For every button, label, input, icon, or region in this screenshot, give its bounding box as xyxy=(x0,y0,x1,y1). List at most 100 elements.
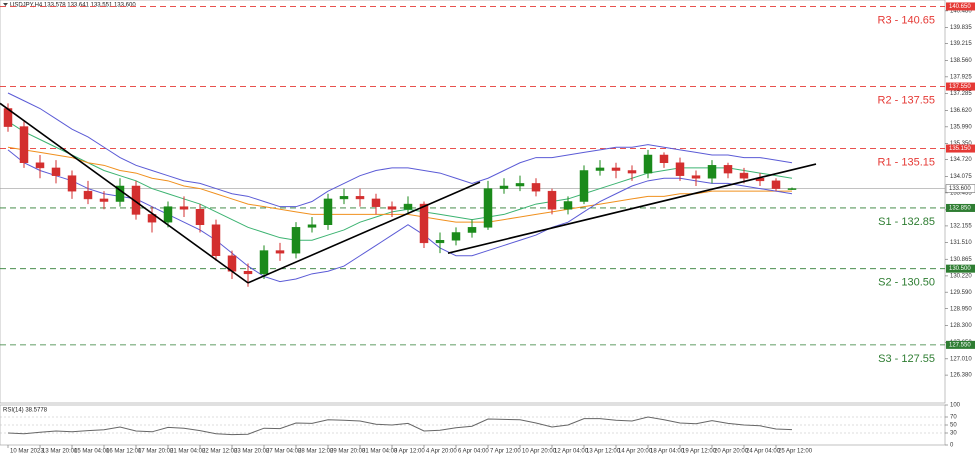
x-tick-label: 13 Mar 20:00 xyxy=(42,449,78,455)
level-axis-label: 130.500 xyxy=(949,266,971,272)
y-tick-label: 128.950 xyxy=(950,306,972,312)
chart-title: USDJPY,H4 133.578 133.641 133.551 133.60… xyxy=(10,3,136,9)
level-axis-box xyxy=(946,82,975,91)
candle-body xyxy=(323,198,333,226)
candle-body xyxy=(579,170,589,202)
level-label: S1 - 132.85 xyxy=(878,216,935,228)
candle-body xyxy=(467,227,477,233)
level-axis-label: 135.150 xyxy=(949,146,971,152)
level-label: R3 - 140.65 xyxy=(878,14,935,26)
candle-body xyxy=(355,196,365,200)
candle-body xyxy=(531,183,541,192)
level-label: S2 - 130.50 xyxy=(878,277,935,289)
y-tick-label: 129.590 xyxy=(950,290,972,296)
candle-body xyxy=(787,188,797,190)
candle-body xyxy=(499,185,509,189)
indicator-line xyxy=(7,120,793,241)
x-tick-label: 15 Mar 04:00 xyxy=(74,449,110,455)
y-tick-label: 139.215 xyxy=(950,41,972,47)
rsi-tick-label: 50 xyxy=(950,423,957,429)
candle-body xyxy=(515,183,525,187)
x-tick-label: 3 Apr 12:00 xyxy=(394,449,425,455)
x-tick-label: 18 Apr 04:00 xyxy=(650,449,685,455)
candle-body xyxy=(307,224,317,228)
rsi-tick-label: 30 xyxy=(950,431,957,437)
candle-body xyxy=(275,250,285,254)
level-axis-box xyxy=(946,264,975,273)
candle-body xyxy=(595,167,605,171)
rsi-tick-label: 70 xyxy=(950,415,957,421)
x-tick-label: 20 Apr 20:00 xyxy=(714,449,749,455)
candle-body xyxy=(339,196,349,200)
rsi-line xyxy=(7,416,793,436)
x-tick-label: 31 Mar 04:00 xyxy=(362,449,398,455)
candle-body xyxy=(67,175,77,192)
candle-body xyxy=(99,198,109,202)
candle-body xyxy=(51,167,61,176)
candle-body xyxy=(451,232,461,241)
rsi-tick-label: 100 xyxy=(950,403,961,409)
candle-body xyxy=(435,240,445,244)
candle-body xyxy=(563,201,573,210)
candle-body xyxy=(659,154,669,163)
candle-body xyxy=(723,165,733,174)
y-tick-label: 132.155 xyxy=(950,223,972,229)
x-tick-label: 10 Mar 2023 xyxy=(10,449,44,455)
level-axis-label: 132.850 xyxy=(949,206,971,212)
x-tick-label: 23 Mar 20:00 xyxy=(234,449,270,455)
candle-body xyxy=(771,180,781,189)
y-tick-label: 135.350 xyxy=(950,141,972,147)
candle-body xyxy=(707,165,717,179)
x-tick-label: 19 Apr 12:00 xyxy=(682,449,717,455)
level-axis-box xyxy=(946,340,975,349)
candle-body xyxy=(243,271,253,275)
level-axis-label: 137.550 xyxy=(949,84,971,90)
candle-body xyxy=(259,250,269,275)
candle-body xyxy=(291,227,301,254)
last-price-label: 133.600 xyxy=(949,186,971,192)
level-axis-box xyxy=(946,203,975,212)
indicator-line xyxy=(7,92,793,208)
y-tick-label: 134.720 xyxy=(950,157,972,163)
candle-body xyxy=(211,224,221,256)
level-label: R1 - 135.15 xyxy=(878,156,935,168)
y-tick-label: 126.380 xyxy=(950,373,972,379)
candle-body xyxy=(163,206,173,223)
y-tick-label: 128.300 xyxy=(950,323,972,329)
x-tick-label: 22 Mar 12:00 xyxy=(202,449,238,455)
candle-body xyxy=(371,198,381,207)
level-axis-box xyxy=(946,2,975,11)
candle-body xyxy=(131,185,141,215)
candle-body xyxy=(691,175,701,179)
y-tick-label: 138.560 xyxy=(950,58,972,64)
trendline xyxy=(0,102,249,284)
y-tick-label: 136.620 xyxy=(950,108,972,114)
candle-body xyxy=(611,167,621,171)
x-tick-label: 29 Mar 20:00 xyxy=(330,449,366,455)
x-tick-label: 4 Apr 20:00 xyxy=(426,449,457,455)
level-label: S3 - 127.55 xyxy=(878,353,935,365)
x-tick-label: 6 Apr 04:00 xyxy=(458,449,489,455)
y-tick-label: 131.510 xyxy=(950,240,972,246)
x-tick-label: 16 Mar 12:00 xyxy=(106,449,142,455)
level-label: R2 - 137.55 xyxy=(878,94,935,106)
candle-body xyxy=(387,206,397,210)
y-tick-label: 140.480 xyxy=(950,8,972,14)
x-tick-label: 21 Mar 04:00 xyxy=(170,449,206,455)
y-tick-label: 135.990 xyxy=(950,124,972,130)
candle-body xyxy=(675,162,685,176)
level-axis-label: 140.650 xyxy=(949,4,971,10)
candle-body xyxy=(419,203,429,244)
candle-body xyxy=(547,190,557,210)
candle-body xyxy=(179,206,189,210)
candle-body xyxy=(19,126,29,164)
y-tick-label: 139.835 xyxy=(950,25,972,31)
x-tick-label: 10 Apr 20:00 xyxy=(522,449,557,455)
x-tick-label: 14 Apr 20:00 xyxy=(618,449,653,455)
rsi-tick-label: 0 xyxy=(950,443,954,449)
x-tick-label: 17 Mar 20:00 xyxy=(138,449,174,455)
candle-body xyxy=(147,214,157,223)
x-tick-label: 28 Mar 12:00 xyxy=(298,449,334,455)
trendline xyxy=(247,181,481,284)
